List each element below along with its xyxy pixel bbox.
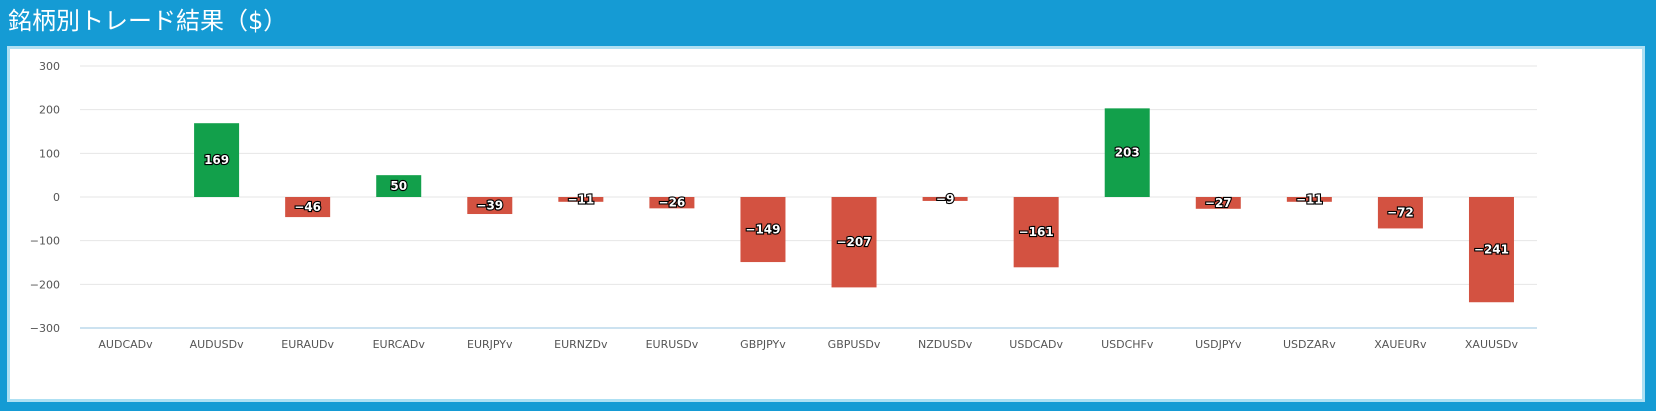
data-label: 169 [204, 153, 229, 167]
x-category-label: EURNZDv [554, 338, 608, 351]
x-category-label: USDZARv [1283, 338, 1336, 351]
data-label: 50 [390, 179, 407, 193]
bar [558, 197, 604, 202]
bar [740, 197, 786, 263]
data-label: −161 [1019, 225, 1054, 239]
x-category-label: USDCADv [1009, 338, 1063, 351]
x-category-label: NZDUSDv [918, 338, 973, 351]
bar-chart: 300 200 100 0 −100 −200 −300 AUDCADv 169 AUDUSDv −… [30, 60, 1537, 351]
x-category-label: EURAUDv [281, 338, 334, 351]
y-tick-label: −100 [30, 235, 60, 248]
y-tick-label: −300 [30, 322, 60, 335]
page-title: 銘柄別トレード結果（$） [8, 7, 288, 35]
y-tick-label: 300 [39, 60, 60, 73]
x-category-label: EURJPYv [467, 338, 513, 351]
bar [467, 197, 513, 215]
x-category-label: XAUEURv [1374, 338, 1427, 351]
bar [1286, 197, 1332, 202]
x-category-label: GBPJPYv [740, 338, 786, 351]
data-label: −11 [567, 192, 594, 206]
bar [1013, 197, 1059, 268]
data-label: −72 [1387, 206, 1414, 220]
bar [376, 175, 422, 197]
x-category-label: EURUSDv [646, 338, 699, 351]
x-category-label: AUDUSDv [190, 338, 245, 351]
data-label: −26 [659, 196, 686, 210]
bar [194, 123, 240, 197]
y-tick-label: −200 [30, 278, 60, 291]
header-bar: 銘柄別トレード結果（$） [0, 0, 1656, 46]
bar [649, 197, 695, 209]
x-category-label: USDJPYv [1195, 338, 1242, 351]
data-label: −207 [836, 235, 871, 249]
x-category-label: EURCADv [373, 338, 426, 351]
data-label: −9 [936, 192, 954, 206]
x-category-label: GBPUSDv [828, 338, 881, 351]
x-category-label: XAUUSDv [1465, 338, 1519, 351]
bar [1104, 108, 1150, 197]
data-label: −27 [1205, 196, 1232, 210]
y-tick-label: 200 [39, 104, 60, 117]
data-label: −46 [294, 200, 321, 214]
data-label: −241 [1474, 243, 1509, 257]
data-label: −11 [1296, 192, 1323, 206]
bar [1195, 197, 1241, 209]
bar [1377, 197, 1423, 229]
data-label: −149 [745, 223, 780, 237]
bar [285, 197, 331, 218]
y-tick-label: 100 [39, 147, 60, 160]
y-tick-label: 0 [53, 191, 60, 204]
bar [1468, 197, 1514, 303]
x-category-label: USDCHFv [1101, 338, 1154, 351]
chart-panel: 300 200 100 0 −100 −200 −300 AUDCADv 169 AUDUSDv −… [7, 46, 1645, 402]
bar [831, 197, 877, 288]
x-category-label: AUDCADv [98, 338, 153, 351]
bar [922, 197, 968, 201]
data-label: −39 [476, 199, 503, 213]
data-label: 203 [1115, 146, 1140, 160]
